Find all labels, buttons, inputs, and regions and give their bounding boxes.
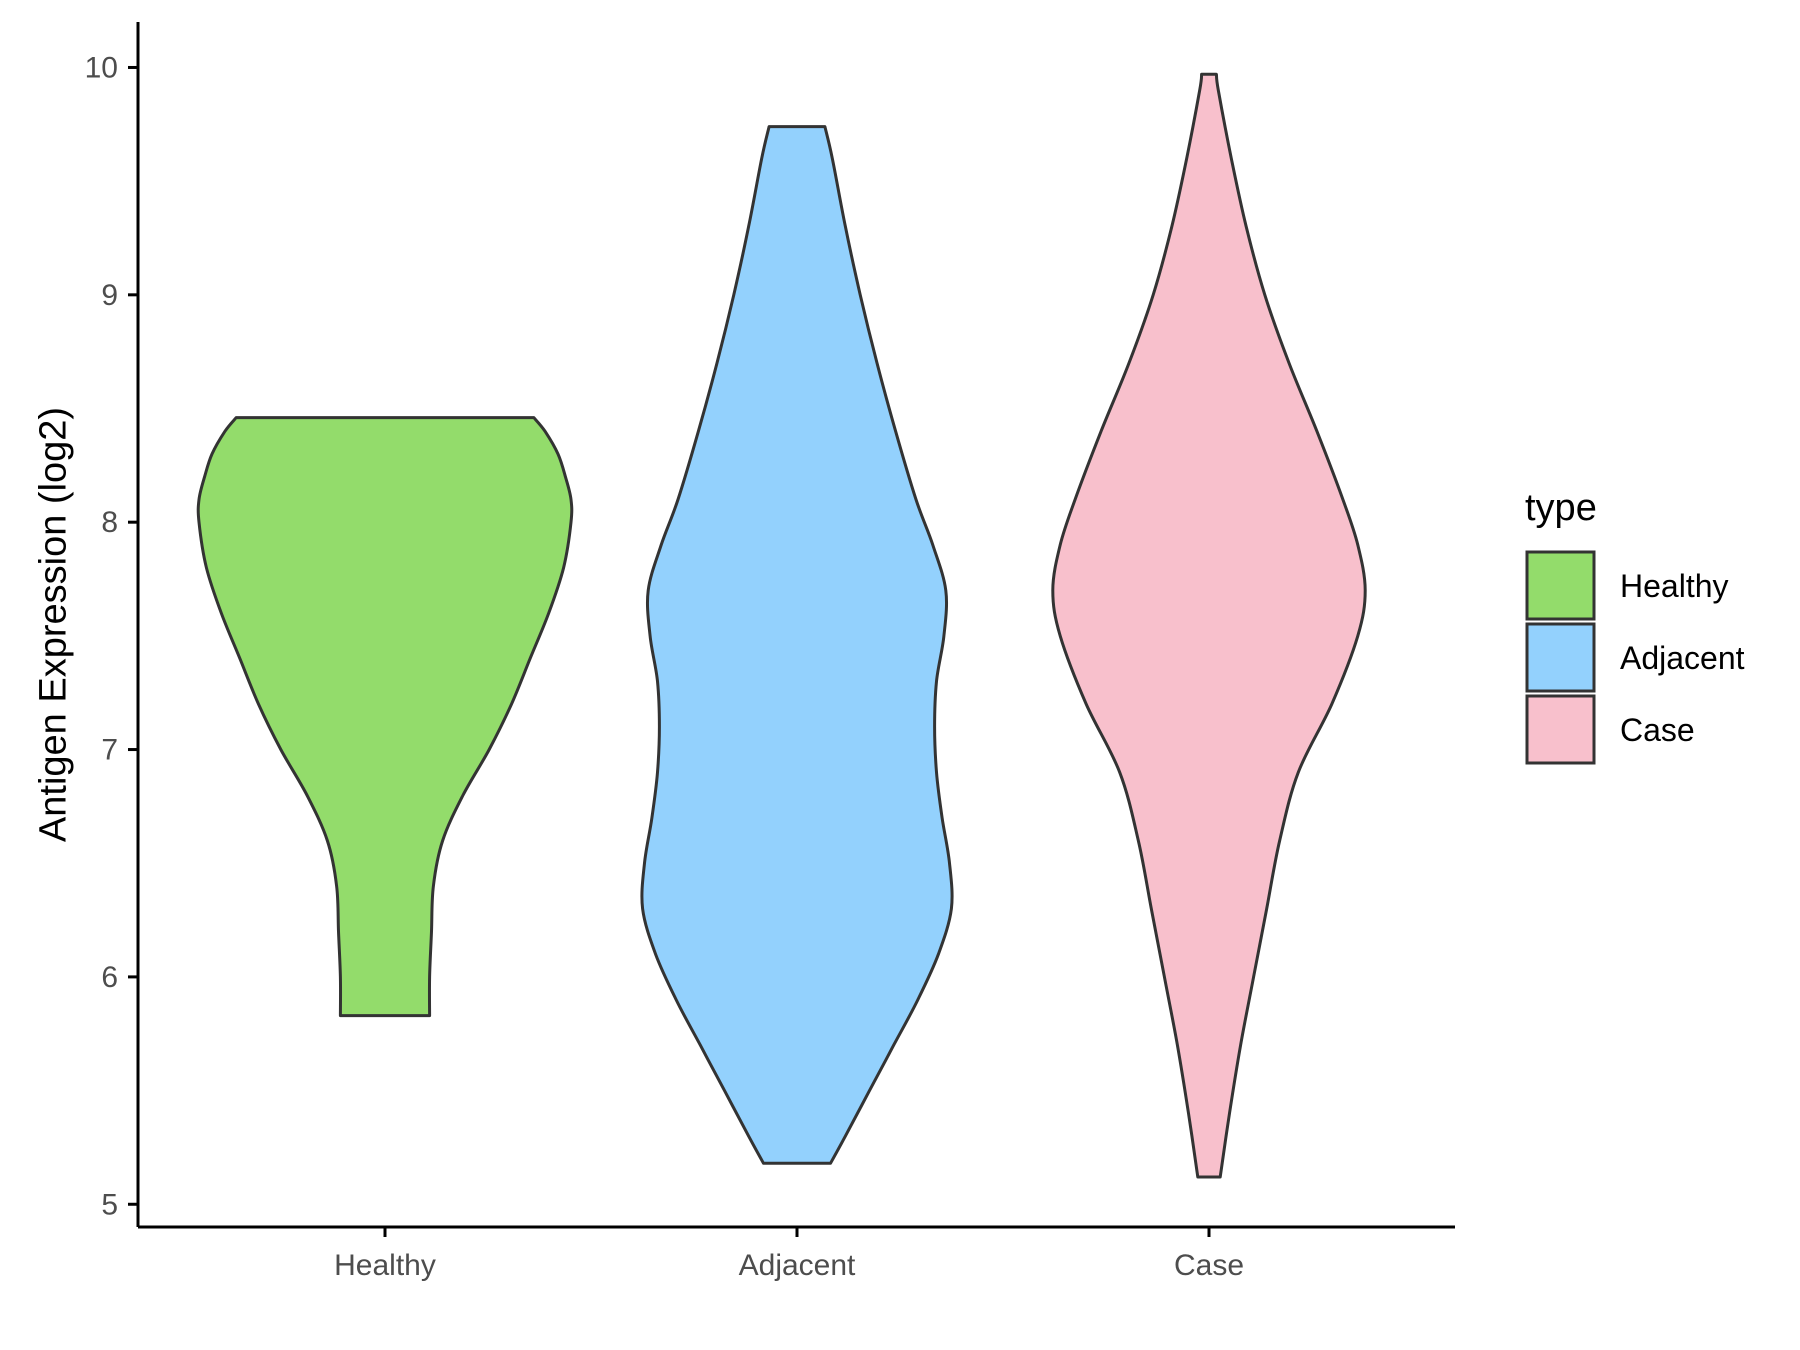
y-tick-label: 7: [101, 734, 118, 767]
legend: type Healthy Adjacent Case: [1525, 487, 1745, 765]
axes-layer: 5 6 7 8 9 10 Healthy Adjacent Case: [85, 22, 1455, 1282]
y-tick-label: 10: [85, 51, 118, 84]
y-axis-title: Antigen Expression (log2): [32, 407, 74, 842]
violins-layer: [196, 72, 1367, 1179]
y-tick-label: 9: [101, 279, 118, 312]
legend-label-healthy: Healthy: [1620, 568, 1729, 604]
legend-label-adjacent: Adjacent: [1620, 640, 1745, 676]
legend-items: Healthy Adjacent Case: [1525, 550, 1745, 765]
y-tick-label: 6: [101, 961, 118, 994]
violin-adjacent: [640, 125, 954, 1165]
y-axis-ticks: 5 6 7 8 9 10: [85, 51, 138, 1221]
y-tick-label: 8: [101, 506, 118, 539]
legend-label-case: Case: [1620, 712, 1695, 748]
violin-healthy: [196, 416, 574, 1018]
legend-swatch-adjacent: [1525, 622, 1596, 693]
x-axis-ticks: Healthy Adjacent Case: [334, 1227, 1244, 1282]
legend-title: type: [1525, 487, 1597, 529]
legend-swatch-case: [1525, 694, 1596, 765]
x-tick-label-healthy: Healthy: [334, 1249, 436, 1282]
legend-swatch-healthy: [1525, 550, 1596, 621]
x-tick-label-case: Case: [1174, 1249, 1244, 1282]
violin-case: [1051, 72, 1367, 1179]
y-tick-label: 5: [101, 1188, 118, 1221]
x-tick-label-adjacent: Adjacent: [739, 1249, 856, 1282]
